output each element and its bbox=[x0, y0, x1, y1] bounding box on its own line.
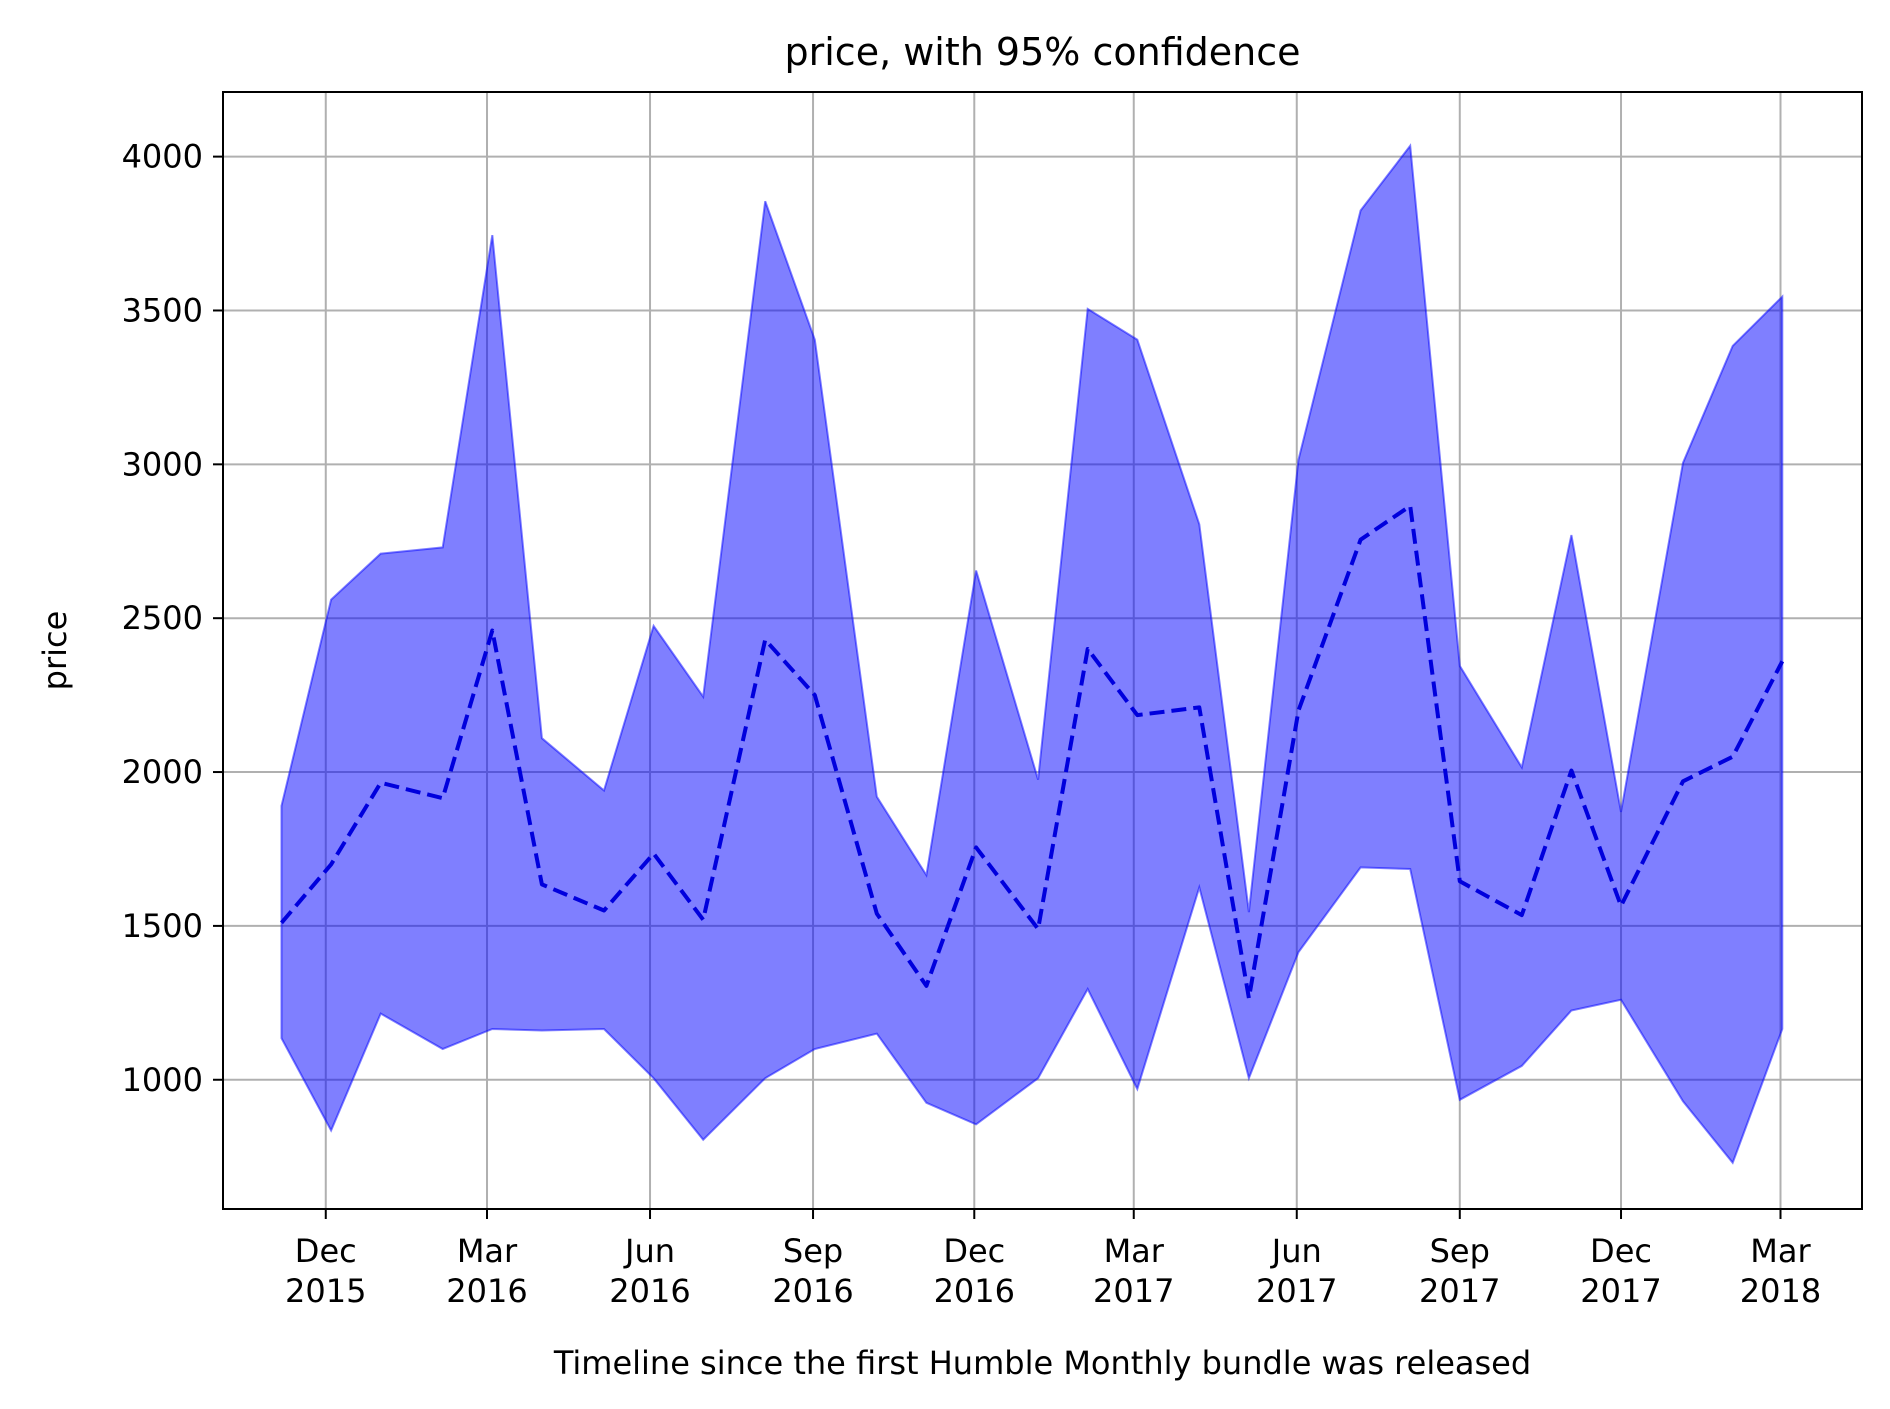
y-tick-label: 3500 bbox=[122, 291, 203, 329]
mean-price-line bbox=[279, 503, 1785, 1001]
x-tick-label-month: Sep bbox=[1430, 1232, 1490, 1270]
x-tick-label-year: 2018 bbox=[1740, 1272, 1821, 1310]
x-tick-label-month: Dec bbox=[943, 1232, 1005, 1270]
y-tick-label: 4000 bbox=[122, 138, 203, 176]
x-tick-label-month: Dec bbox=[1590, 1232, 1652, 1270]
x-tick-label-year: 2016 bbox=[609, 1272, 690, 1310]
y-axis-label: price bbox=[36, 611, 74, 691]
x-axis-ticks: Dec2015Mar2016Jun2016Sep2016Dec2016Mar20… bbox=[285, 1209, 1821, 1310]
x-tick-label-month: Dec bbox=[295, 1232, 357, 1270]
x-tick-label-month: Mar bbox=[457, 1232, 518, 1270]
x-tick-label-month: Jun bbox=[623, 1232, 675, 1270]
chart-title: price, with 95% confidence bbox=[785, 30, 1301, 74]
y-tick-label: 1500 bbox=[122, 907, 203, 945]
x-tick-label-year: 2017 bbox=[1256, 1272, 1337, 1310]
x-tick-label-year: 2015 bbox=[285, 1272, 366, 1310]
x-axis-label: Timeline since the first Humble Monthly … bbox=[553, 1344, 1531, 1382]
y-axis-ticks: 1000 1500 2000 2500 3000 3500 4000 bbox=[122, 138, 223, 1099]
x-tick-label-month: Sep bbox=[783, 1232, 843, 1270]
y-tick-label: 2500 bbox=[122, 599, 203, 637]
x-tick-label-year: 2017 bbox=[1419, 1272, 1500, 1310]
x-tick-label-month: Jun bbox=[1270, 1232, 1322, 1270]
plot-frame bbox=[222, 91, 1863, 1210]
confidence-band bbox=[280, 143, 1784, 1165]
x-tick-label-year: 2016 bbox=[934, 1272, 1015, 1310]
x-tick-label-month: Mar bbox=[1104, 1232, 1165, 1270]
y-tick-label: 1000 bbox=[122, 1061, 203, 1099]
x-tick-label-month: Mar bbox=[1750, 1232, 1811, 1270]
x-tick-label-year: 2016 bbox=[772, 1272, 853, 1310]
x-tick-label-year: 2016 bbox=[446, 1272, 527, 1310]
y-tick-label: 3000 bbox=[122, 445, 203, 483]
y-tick-label: 2000 bbox=[122, 753, 203, 791]
x-tick-label-year: 2017 bbox=[1580, 1272, 1661, 1310]
x-tick-label-year: 2017 bbox=[1093, 1272, 1174, 1310]
